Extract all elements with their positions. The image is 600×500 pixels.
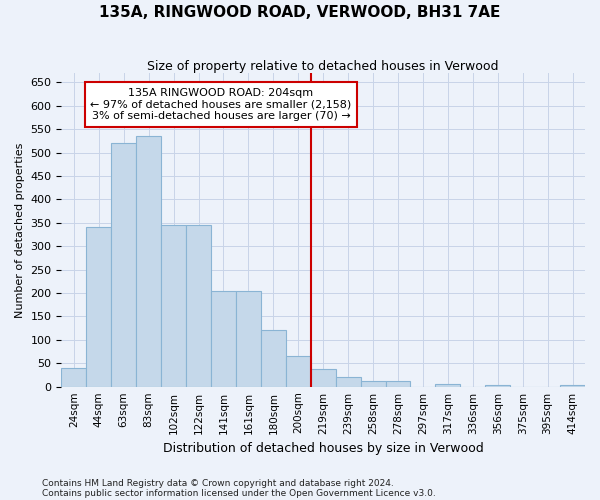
X-axis label: Distribution of detached houses by size in Verwood: Distribution of detached houses by size …: [163, 442, 484, 455]
Title: Size of property relative to detached houses in Verwood: Size of property relative to detached ho…: [148, 60, 499, 73]
Bar: [286, 356, 311, 386]
Bar: [61, 368, 86, 386]
Bar: [211, 290, 236, 386]
Bar: [261, 330, 286, 386]
Text: 135A RINGWOOD ROAD: 204sqm
← 97% of detached houses are smaller (2,158)
3% of se: 135A RINGWOOD ROAD: 204sqm ← 97% of deta…: [91, 88, 352, 121]
Text: Contains HM Land Registry data © Crown copyright and database right 2024.: Contains HM Land Registry data © Crown c…: [42, 478, 394, 488]
Bar: [311, 369, 335, 386]
Y-axis label: Number of detached properties: Number of detached properties: [15, 142, 25, 318]
Bar: [436, 384, 460, 386]
Bar: [161, 225, 186, 386]
Bar: [361, 380, 386, 386]
Bar: [186, 225, 211, 386]
Bar: [236, 290, 261, 386]
Bar: [111, 143, 136, 386]
Bar: [386, 381, 410, 386]
Text: 135A, RINGWOOD ROAD, VERWOOD, BH31 7AE: 135A, RINGWOOD ROAD, VERWOOD, BH31 7AE: [100, 5, 500, 20]
Bar: [86, 228, 111, 386]
Bar: [136, 136, 161, 386]
Bar: [335, 378, 361, 386]
Text: Contains public sector information licensed under the Open Government Licence v3: Contains public sector information licen…: [42, 488, 436, 498]
